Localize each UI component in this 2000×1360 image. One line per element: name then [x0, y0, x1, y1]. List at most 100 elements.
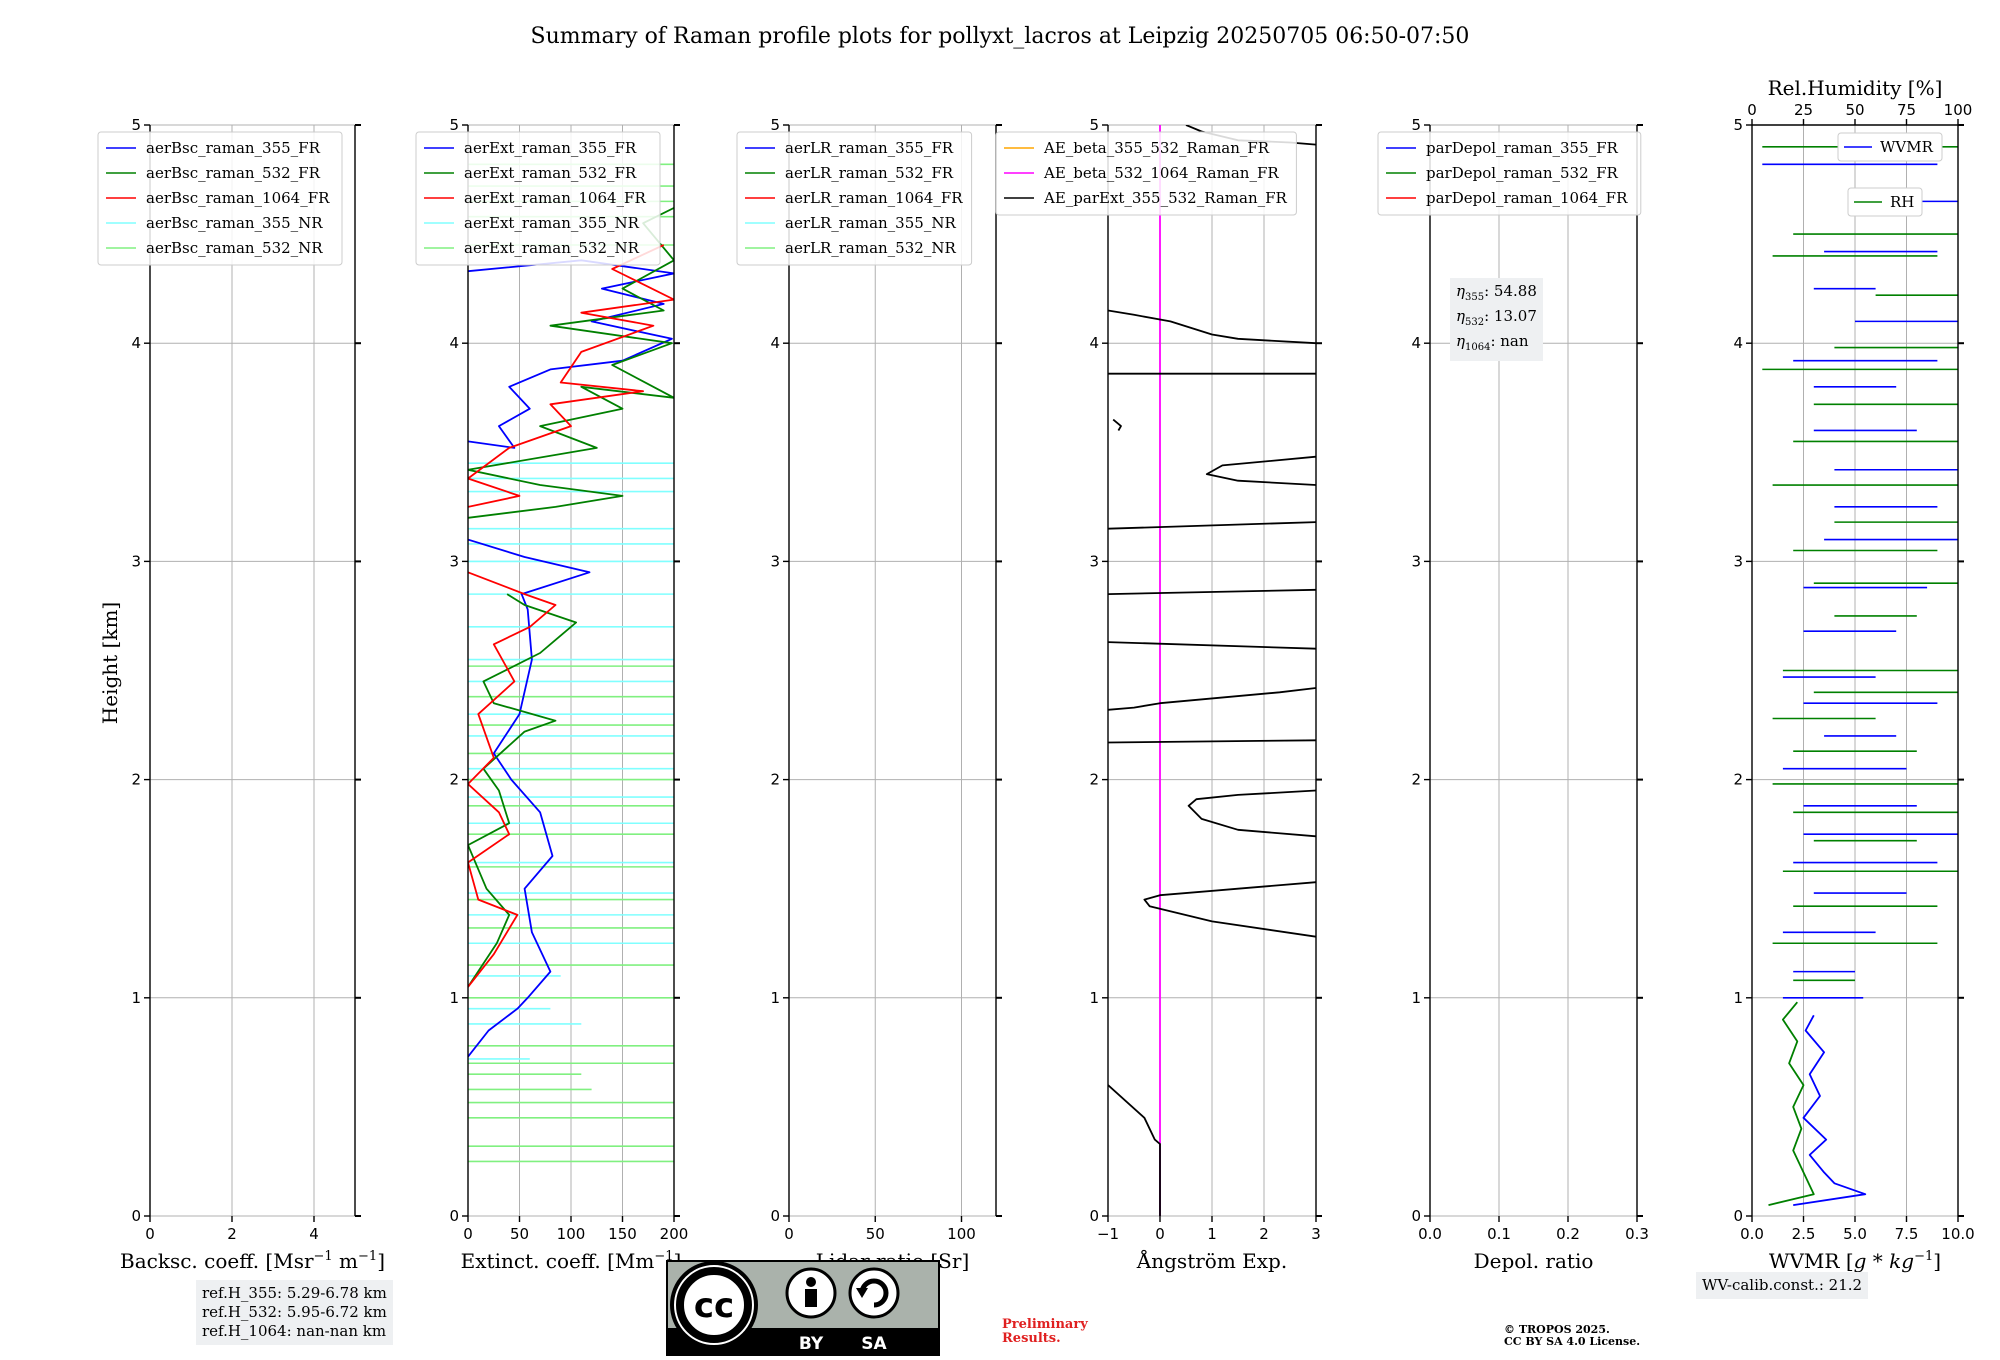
legend-box-bsc [97, 131, 343, 266]
cc-logo-text: cc [694, 1286, 734, 1326]
series-line-red-4 [468, 571, 557, 988]
legend-box-ae [995, 131, 1297, 216]
legend-label: AE_beta_355_532_Raman_FR [1043, 139, 1270, 157]
x-tick-label: 0.1 [1487, 1225, 1511, 1243]
ref-h-1064: ref.H_1064: nan-nan km [202, 1322, 387, 1340]
series-line-black-6 [1108, 641, 1316, 650]
legend-box-ext [415, 131, 661, 266]
x-tick-label: 1 [1207, 1225, 1217, 1243]
y-tick-label: 4 [1733, 334, 1743, 352]
top-axis-label: Rel.Humidity [%] [1768, 76, 1943, 100]
legend-label: aerExt_raman_355_NR [464, 214, 640, 232]
legend-label: aerLR_raman_355_FR [785, 139, 954, 157]
y-tick-label: 2 [1733, 771, 1743, 789]
legend-label: aerLR_raman_1064_FR [785, 189, 963, 207]
y-tick-label: 0 [1411, 1207, 1421, 1225]
legend-box-depol [1377, 131, 1642, 216]
legend-label: parDepol_raman_1064_FR [1426, 189, 1628, 207]
series-line-black-3 [1187, 789, 1316, 838]
x-tick-label: 200 [660, 1225, 689, 1243]
x-axis-label-bsc: Backsc. coeff. [Msr−1 m−1] [120, 1249, 385, 1273]
y-tick-label: 0 [1089, 1207, 1099, 1225]
y-tick-label: 0 [1733, 1207, 1743, 1225]
legend-box-1 [1847, 187, 1923, 217]
y-tick-label: 1 [1411, 989, 1421, 1007]
x-tick-label: 2.5 [1792, 1225, 1816, 1243]
panel-bsc: 0 1 2 3 4 5 0 2 4 Backsc. coeff. [Msr−1 m−1] aerBs… [97, 116, 385, 1273]
y-tick-label: 5 [131, 116, 141, 134]
y-tick-label: 4 [449, 334, 459, 352]
series-line-black-7 [1108, 588, 1316, 595]
y-tick-label: 3 [1411, 552, 1421, 570]
y-tick-label: 5 [1089, 116, 1099, 134]
x-axis-label-depol: Depol. ratio [1474, 1249, 1594, 1273]
y-tick-label: 0 [770, 1207, 780, 1225]
reference-height-box: ref.H_355: 5.29-6.78 km ref.H_532: 5.95-… [196, 1280, 393, 1345]
top-tick-label: 75 [1897, 101, 1916, 119]
x-tick-label: 50 [510, 1225, 529, 1243]
series-line-black-12 [1108, 309, 1316, 345]
x-axis-label-ext: Extinct. coeff. [Mm−1] [461, 1249, 682, 1273]
legend-label: aerExt_raman_355_FR [464, 139, 637, 157]
sa-share-alike-icon [848, 1267, 900, 1319]
y-tick-label: 1 [131, 989, 141, 1007]
panel-depol: 0 1 2 3 4 5 0.0 0.1 0.2 0.3 Depol. ratio parDepol_r… [1377, 116, 1649, 1273]
x-tick-label: 0 [1155, 1225, 1165, 1243]
legend-label: aerBsc_raman_532_NR [146, 239, 323, 257]
eta-box: η355: 54.88 η532: 13.07 η1064: nan [1450, 278, 1543, 361]
series-line-blue-0 [1793, 1014, 1867, 1206]
x-tick-label: 2 [1259, 1225, 1269, 1243]
y-tick-label: 3 [131, 552, 141, 570]
x-tick-label: 3 [1311, 1225, 1321, 1243]
x-tick-label: 0 [784, 1225, 794, 1243]
series-line-black-10 [1112, 418, 1122, 431]
series-line-black-9 [1205, 455, 1316, 486]
legend-label: parDepol_raman_355_FR [1426, 139, 1619, 157]
legend-label: AE_beta_532_1064_Raman_FR [1043, 164, 1279, 182]
y-tick-label: 1 [449, 989, 459, 1007]
x-tick-label: 100 [557, 1225, 586, 1243]
legend-label: RH [1890, 193, 1914, 211]
x-tick-label: 2 [227, 1225, 237, 1243]
copyright-note: © TROPOS 2025. CC BY SA 4.0 License. [1504, 1323, 1641, 1348]
x-tick-label: 100 [947, 1225, 976, 1243]
x-axis-label-ae: Ångström Exp. [1136, 1248, 1287, 1273]
x-tick-label: 0.0 [1740, 1225, 1764, 1243]
cc-circle-inner-icon [676, 1267, 752, 1343]
plot-area-ext [468, 163, 674, 1163]
x-tick-label: 0.3 [1625, 1225, 1649, 1243]
eta-355: η355: 54.88 [1456, 282, 1537, 303]
legend-label: aerLR_raman_532_FR [785, 164, 954, 182]
series-line-black-2 [1143, 881, 1316, 938]
series-line-red-5 [468, 244, 674, 508]
cc-by-sa-license-badge: cc BY SA [666, 1260, 940, 1356]
cc-sa-label: SA [861, 1334, 887, 1354]
y-tick-label: 5 [1411, 116, 1421, 134]
x-tick-label: 0.2 [1556, 1225, 1580, 1243]
series-line-green-1 [1768, 1001, 1815, 1206]
y-tick-label: 2 [1411, 771, 1421, 789]
y-tick-label: 1 [1089, 989, 1099, 1007]
x-tick-label: 0 [145, 1225, 155, 1243]
y-axis-label: Height [km] [98, 602, 122, 724]
series-line-green-2 [468, 593, 577, 988]
y-tick-label: 4 [131, 334, 141, 352]
y-tick-label: 5 [449, 116, 459, 134]
x-tick-label: 5.0 [1843, 1225, 1867, 1243]
y-tick-label: 1 [1733, 989, 1743, 1007]
cc-by-label: BY [799, 1334, 824, 1354]
x-tick-label: 7.5 [1895, 1225, 1919, 1243]
legend-label: aerExt_raman_532_FR [464, 164, 637, 182]
series-line-black-8 [1108, 521, 1316, 530]
top-tick-label: 25 [1794, 101, 1813, 119]
y-tick-label: 2 [449, 771, 459, 789]
x-tick-label: 0.0 [1418, 1225, 1442, 1243]
x-tick-label: 0 [463, 1225, 473, 1243]
ref-h-532: ref.H_532: 5.95-6.72 km [202, 1303, 387, 1321]
y-tick-label: 3 [449, 552, 459, 570]
legend-label: aerBsc_raman_1064_FR [146, 189, 330, 207]
